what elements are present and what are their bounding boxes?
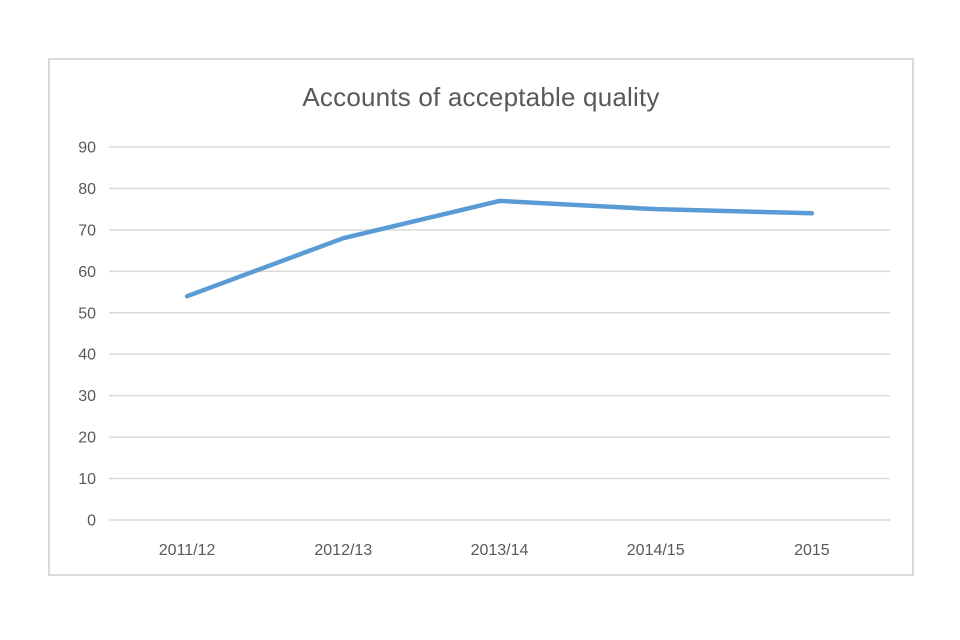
y-axis-tick-label: 0 [87, 513, 96, 530]
y-axis-tick-label: 40 [78, 347, 96, 364]
y-axis-tick-label: 50 [78, 305, 96, 322]
x-axis-tick-label: 2014/15 [627, 542, 685, 559]
y-axis-tick-label: 30 [78, 388, 96, 405]
x-axis-tick-label: 2013/14 [471, 542, 529, 559]
line-chart: 0 10 20 30 40 50 60 70 80 90 2011/12 2012/13 2013/14… [78, 140, 890, 559]
y-axis-tick-label: 10 [78, 471, 96, 488]
y-axis-tick-label: 60 [78, 264, 96, 281]
chart-frame: Accounts of acceptable quality 0 10 20 30 40… [48, 58, 914, 576]
y-axis-tick-label: 80 [78, 181, 96, 198]
data-series-line [184, 198, 815, 299]
y-axis-tick-label: 90 [78, 140, 96, 157]
x-axis-tick-label: 2011/12 [159, 542, 216, 559]
y-axis-tick-label: 70 [78, 222, 96, 239]
chart-title: Accounts of acceptable quality [302, 82, 660, 112]
x-axis-tick-label: 2012/13 [314, 542, 372, 559]
y-axis-tick-label: 20 [78, 430, 96, 447]
x-axis-tick-label: 2015 [794, 542, 830, 559]
